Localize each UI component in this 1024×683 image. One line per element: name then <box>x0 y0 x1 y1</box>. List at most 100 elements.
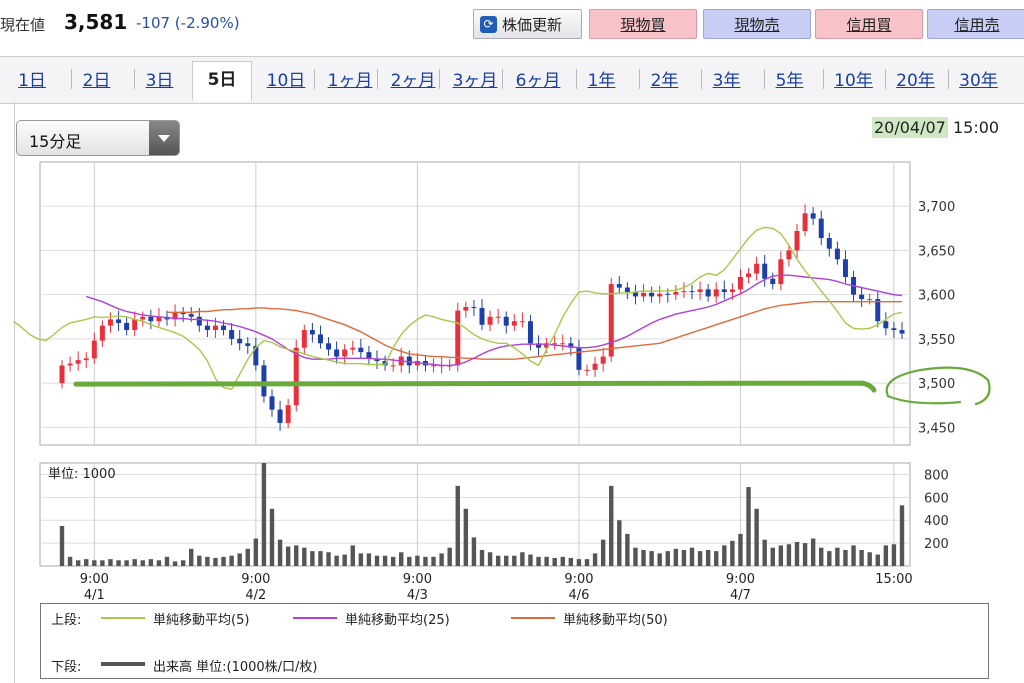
volume-bar <box>132 559 137 566</box>
tab-6[interactable]: 2ヶ月 <box>390 71 436 91</box>
volume-bar <box>512 555 517 566</box>
candle-body <box>269 396 275 410</box>
candle-body <box>99 325 105 341</box>
volume-bar <box>390 556 396 566</box>
volume-bar <box>641 549 646 566</box>
x-date-label: 4/1 <box>84 588 105 603</box>
ma25-line <box>85 274 903 367</box>
candle-body <box>204 325 210 331</box>
candle-body <box>156 316 162 322</box>
candle-body <box>309 330 315 335</box>
period-tabs: 1日 2日 3日 5日 10日 1ヶ月 2ヶ月 3ヶ月 6ヶ月 1年 2年 3年 5年 10年 20年 30年 <box>0 56 1024 104</box>
volume-y-tick-label: 200 <box>924 537 949 552</box>
candle-body <box>600 356 606 364</box>
candle-body <box>592 363 598 370</box>
volume-y-tick-label: 400 <box>924 514 949 529</box>
volume-bar <box>366 553 372 566</box>
margin-buy-button[interactable]: 信用買 <box>815 9 923 39</box>
x-tick-label: 15:00 <box>875 572 912 587</box>
volume-bar <box>431 556 436 566</box>
candle-body <box>285 405 291 423</box>
tab-7[interactable]: 3ヶ月 <box>452 71 498 91</box>
tab-13[interactable]: 10年 <box>834 71 873 91</box>
volume-bar <box>722 545 727 566</box>
candle-body <box>479 307 485 325</box>
tab-2[interactable]: 3日 <box>145 71 174 91</box>
x-tick-label: 9:00 <box>403 572 432 587</box>
candle-body <box>721 289 727 293</box>
volume-bar <box>285 546 291 566</box>
tab-separator <box>639 69 640 89</box>
price-plot-frame <box>39 161 911 446</box>
tab-14[interactable]: 20年 <box>896 71 935 91</box>
tab-8[interactable]: 6ヶ月 <box>515 71 561 91</box>
volume-bar <box>835 547 840 566</box>
candle-body <box>334 349 340 357</box>
tab-10[interactable]: 2年 <box>650 71 679 91</box>
tab-separator <box>439 69 440 89</box>
candle-body <box>293 347 299 406</box>
candle-body <box>196 316 202 326</box>
candle-body <box>277 409 283 423</box>
volume-bar <box>415 555 420 566</box>
candle-body <box>697 289 703 293</box>
volume-bar <box>302 547 307 566</box>
tab-separator <box>823 69 824 89</box>
candle-body <box>705 289 711 297</box>
tab-9[interactable]: 1年 <box>587 71 616 91</box>
volume-bar <box>600 539 606 566</box>
candle-body <box>713 289 719 297</box>
volume-bar <box>568 557 574 566</box>
tab-3[interactable]: 5日 <box>192 61 252 101</box>
tab-4[interactable]: 10日 <box>266 71 306 91</box>
x-tick-label: 9:00 <box>241 572 270 587</box>
tab-separator <box>885 69 886 89</box>
tab-0[interactable]: 1日 <box>18 71 46 91</box>
volume-bar <box>310 551 315 566</box>
margin-sell-button[interactable]: 信用売 <box>927 9 1024 39</box>
volume-bar <box>770 547 775 566</box>
chart-panel <box>14 102 1024 683</box>
refresh-button[interactable]: ⟳ 株価更新 <box>473 9 582 39</box>
candle-body <box>455 310 461 366</box>
tab-separator <box>134 69 135 89</box>
tab-separator <box>701 69 702 89</box>
volume-bar <box>592 553 598 566</box>
volume-bar <box>382 555 388 566</box>
volume-bar <box>689 547 695 566</box>
tab-15[interactable]: 30年 <box>959 71 998 91</box>
candle-body <box>576 347 582 370</box>
candle-body <box>471 307 477 309</box>
candle-body <box>746 273 752 277</box>
volume-bar <box>277 539 283 566</box>
volume-bar <box>148 559 154 566</box>
legend-ma25-line <box>293 617 337 619</box>
volume-bar <box>140 560 145 566</box>
volume-bar <box>657 553 662 566</box>
tab-12[interactable]: 5年 <box>775 71 804 91</box>
volume-bar <box>269 508 275 566</box>
tab-11[interactable]: 3年 <box>712 71 741 91</box>
candle-body <box>875 299 881 322</box>
cash-sell-button[interactable]: 現物売 <box>703 9 811 39</box>
candle-body <box>673 292 679 295</box>
candle-body <box>107 319 113 326</box>
candle-body <box>261 365 267 397</box>
tab-separator <box>71 69 72 89</box>
candle-body <box>867 299 873 301</box>
x-tick-label: 9:00 <box>726 572 755 587</box>
cash-buy-button[interactable]: 現物買 <box>589 9 697 39</box>
candle-body <box>810 213 816 219</box>
tab-1[interactable]: 2日 <box>82 71 111 91</box>
x-tick-label: 9:00 <box>564 572 593 587</box>
candle-body <box>681 291 687 293</box>
interval-select[interactable]: 15分足 <box>16 120 180 156</box>
volume-bar <box>253 538 259 566</box>
tab-5[interactable]: 1ヶ月 <box>327 71 373 91</box>
candle-body <box>212 325 218 331</box>
price-y-tick-label: 3,600 <box>918 289 955 304</box>
price-y-tick-label: 3,550 <box>918 333 955 348</box>
volume-bar <box>59 525 65 566</box>
volume-bar <box>560 556 565 566</box>
volume-bar <box>197 555 202 566</box>
